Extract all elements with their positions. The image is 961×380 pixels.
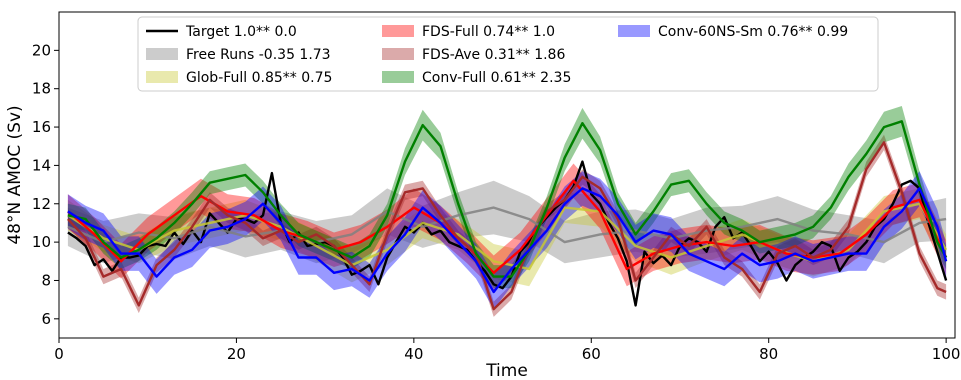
legend: Target 1.0** 0.0 Free Runs -0.35 1.73 Glob…	[137, 16, 879, 92]
series-lines	[67, 120, 948, 311]
y-tick-label: 12	[32, 195, 51, 213]
x-tick-label: 80	[759, 345, 778, 363]
x-axis-label: Time	[485, 361, 528, 380]
legend-label: FDS-Ave 0.31** 1.86	[422, 47, 565, 63]
y-axis-ticks: 6 8 10 12 14 16 18 20	[32, 41, 59, 328]
y-tick-label: 16	[32, 118, 51, 136]
line-fds-ave	[67, 141, 947, 311]
y-tick-label: 10	[32, 233, 51, 251]
legend-swatch	[618, 25, 650, 37]
legend-label: FDS-Full 0.74** 1.0	[422, 24, 555, 40]
legend-box	[137, 16, 879, 92]
legend-label: Conv-Full 0.61** 2.35	[422, 70, 571, 86]
line-conv-full	[67, 120, 948, 278]
y-axis-label: 48°N AMOC (Sv)	[5, 105, 25, 244]
y-tick-label: 6	[41, 310, 51, 328]
band-glob-full	[67, 188, 947, 287]
legend-swatch	[382, 48, 414, 60]
y-tick-label: 14	[32, 156, 51, 174]
legend-label: Target 1.0** 0.0	[185, 24, 297, 40]
x-tick-label: 60	[582, 345, 601, 363]
legend-label: Free Runs -0.35 1.73	[186, 47, 331, 63]
x-tick-label: 100	[932, 345, 961, 363]
y-tick-label: 20	[32, 41, 51, 59]
y-tick-label: 8	[41, 271, 51, 289]
band-fds-ave	[67, 134, 947, 317]
legend-label: Conv-60NS-Sm 0.76** 0.99	[658, 24, 848, 40]
x-tick-label: 20	[227, 345, 246, 363]
x-axis-ticks: 0 20 40 60 80 100	[54, 338, 960, 363]
x-tick-label: 40	[404, 345, 423, 363]
line-target	[67, 160, 948, 307]
band-conv-60ns-sm	[67, 171, 947, 310]
line-conv-60ns-sm	[67, 187, 948, 294]
band-free	[67, 180, 947, 264]
legend-label: Glob-Full 0.85** 0.75	[186, 70, 332, 86]
legend-swatch	[146, 71, 178, 83]
x-tick-label: 0	[54, 345, 64, 363]
legend-swatch	[382, 25, 414, 37]
legend-swatch	[146, 48, 178, 60]
y-tick-label: 18	[32, 80, 51, 98]
plot-frame	[58, 11, 956, 339]
legend-swatch	[382, 71, 414, 83]
